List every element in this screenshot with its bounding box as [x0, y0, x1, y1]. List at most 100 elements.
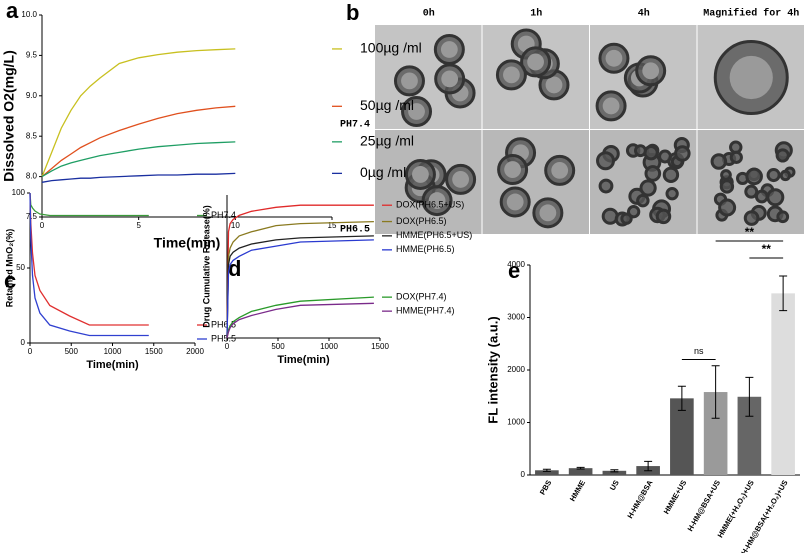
series-line — [29, 192, 149, 326]
x-tick-label: HMME(+H₂O₂)+US — [716, 478, 756, 539]
y-tick-label: 2000 — [507, 365, 525, 374]
column-label: 1h — [530, 8, 542, 20]
y-tick-label: 0 — [21, 338, 26, 347]
significance-label: ** — [745, 225, 755, 239]
particle — [766, 167, 781, 183]
particle — [729, 150, 743, 164]
particle — [662, 166, 680, 184]
particle-core — [440, 41, 458, 58]
bar — [703, 392, 728, 475]
particle — [665, 187, 679, 201]
y-axis-label: Dissolved O2(mg/L) — [1, 50, 17, 181]
row-label: PH6.5 — [340, 225, 370, 236]
series-line — [226, 302, 374, 339]
y-tick-label: 0 — [521, 470, 526, 479]
series-line — [29, 192, 149, 337]
series-line — [41, 172, 236, 183]
bar — [670, 398, 694, 475]
y-tick-label: 8.0 — [26, 172, 38, 181]
legend-label: 100µg /ml — [360, 40, 422, 56]
error-bar — [745, 376, 754, 417]
particle — [744, 184, 759, 199]
legend-label: DOX(PH6.5+US) — [396, 200, 464, 210]
series-line — [226, 239, 374, 339]
x-tick-label: 1500 — [145, 347, 163, 356]
error-bar — [610, 469, 619, 473]
particle — [655, 208, 672, 225]
particle-core — [539, 204, 557, 222]
y-axis-label: Retained MnO₂(%) — [4, 229, 14, 308]
particle — [644, 165, 662, 182]
error-bar — [576, 466, 585, 470]
x-tick-label: H-HM@BSA — [625, 478, 654, 520]
particle — [674, 145, 691, 162]
legend-label: DOX(PH7.4) — [396, 292, 447, 302]
legend-label: HMME(PH7.4) — [396, 306, 455, 316]
significance-label: ** — [762, 242, 772, 256]
particle — [720, 169, 732, 181]
particle-core — [545, 76, 563, 94]
x-tick-label: US — [608, 478, 621, 492]
legend-label: DOX(PH6.5) — [396, 216, 447, 226]
particle — [643, 144, 659, 161]
particle — [639, 179, 657, 197]
panel-label: a — [6, 0, 19, 23]
series-line — [29, 192, 149, 217]
x-tick-label: 1000 — [104, 347, 122, 356]
x-tick-label: 0 — [28, 347, 33, 356]
legend-label: HMME(PH6.5+US) — [396, 230, 472, 240]
particle-core — [527, 53, 544, 71]
particle — [634, 144, 647, 158]
x-tick-label: 500 — [65, 347, 79, 356]
particle — [598, 178, 614, 194]
particle-core — [503, 66, 520, 84]
bar — [737, 396, 762, 475]
y-axis-label: FL intensity (a.u.) — [485, 316, 500, 423]
x-tick-label: 0 — [225, 342, 230, 351]
particle — [636, 193, 650, 208]
particle — [745, 167, 763, 186]
bar — [568, 468, 593, 475]
series-line — [226, 204, 374, 339]
x-tick-label: HMME — [568, 478, 587, 502]
particle — [719, 179, 735, 194]
particle — [596, 151, 616, 171]
particle — [620, 212, 633, 225]
bar — [535, 470, 559, 475]
particle — [718, 198, 737, 217]
series-line — [226, 296, 374, 339]
x-tick-label: PBS — [538, 478, 554, 496]
legend-label: 25µg /ml — [360, 133, 414, 149]
particle — [710, 153, 728, 170]
x-tick-label: 2000 — [186, 347, 204, 356]
particle-core — [642, 62, 660, 80]
legend-label: HMME(PH6.5) — [396, 244, 455, 254]
particle-core — [452, 171, 470, 188]
panel-label: e — [508, 258, 520, 283]
x-tick-label: 10 — [231, 221, 240, 230]
x-axis-label: Time(min) — [277, 354, 330, 366]
x-tick-label: H-HM@BSA+US — [686, 478, 723, 532]
series-line — [41, 105, 236, 178]
x-tick-label: 500 — [271, 342, 285, 351]
particle-core — [729, 55, 773, 100]
bar — [602, 470, 627, 475]
y-tick-label: 8.5 — [26, 131, 38, 140]
y-tick-label: 50 — [16, 263, 25, 272]
row-label: PH7.4 — [340, 120, 370, 131]
y-tick-label: 9.5 — [26, 51, 38, 60]
legend-label: PH7.4 — [211, 210, 236, 220]
particle-core — [428, 192, 446, 209]
error-bar — [644, 460, 653, 472]
y-tick-label: 7.5 — [26, 212, 38, 221]
column-label: 4h — [638, 8, 650, 20]
x-tick-label: 1000 — [320, 342, 338, 351]
particle — [627, 205, 641, 219]
series-line — [226, 235, 374, 339]
particle — [779, 169, 792, 182]
x-axis-label: Time(min) — [86, 359, 139, 371]
y-tick-label: 4000 — [507, 260, 525, 269]
legend-label: 50µg /ml — [360, 97, 414, 113]
legend-label: PH5.5 — [211, 333, 236, 343]
error-bar — [779, 275, 788, 312]
